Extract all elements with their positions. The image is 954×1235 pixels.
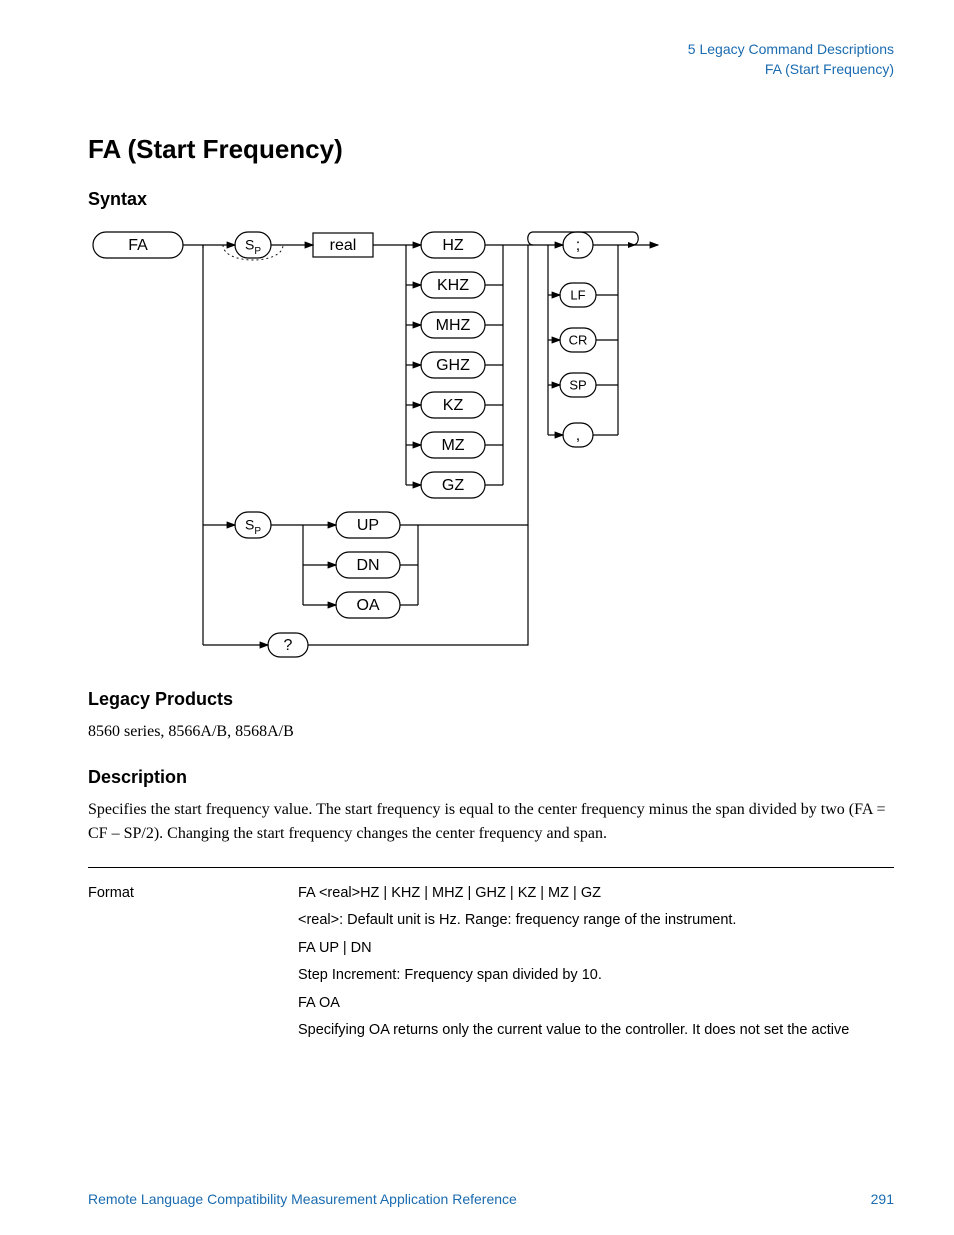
svg-text:FA: FA <box>128 237 148 254</box>
legacy-products-heading: Legacy Products <box>88 689 894 710</box>
svg-text:UP: UP <box>357 517 379 534</box>
svg-text:,: , <box>576 427 580 444</box>
svg-text:;: ; <box>576 237 580 254</box>
svg-text:SP: SP <box>569 378 586 393</box>
page-header: 5 Legacy Command Descriptions FA (Start … <box>88 40 894 79</box>
footer-page-number: 291 <box>871 1191 894 1207</box>
format-line: FA <real>HZ | KHZ | MHZ | GHZ | KZ | MZ … <box>298 880 894 908</box>
svg-text:GHZ: GHZ <box>436 357 470 374</box>
svg-text:GZ: GZ <box>442 477 464 494</box>
svg-text:OA: OA <box>356 597 379 614</box>
svg-text:HZ: HZ <box>442 237 464 254</box>
page-footer: Remote Language Compatibility Measuremen… <box>88 1191 894 1207</box>
description-body: Specifies the start frequency value. The… <box>88 798 894 844</box>
svg-text:real: real <box>330 237 357 254</box>
svg-text:DN: DN <box>356 557 379 574</box>
format-line: FA OA <box>298 990 894 1018</box>
format-line: Step Increment: Frequency span divided b… <box>298 962 894 990</box>
svg-text:KHZ: KHZ <box>437 277 469 294</box>
svg-text:MZ: MZ <box>441 437 464 454</box>
svg-text:LF: LF <box>570 288 585 303</box>
format-line: FA UP | DN <box>298 935 894 963</box>
format-label: Format <box>88 880 298 1045</box>
format-line: Specifying OA returns only the current v… <box>298 1017 894 1045</box>
format-line: <real>: Default unit is Hz. Range: frequ… <box>298 907 894 935</box>
description-heading: Description <box>88 767 894 788</box>
format-body: FA <real>HZ | KHZ | MHZ | GHZ | KZ | MZ … <box>298 880 894 1045</box>
svg-text:?: ? <box>284 637 293 654</box>
footer-doc-title: Remote Language Compatibility Measuremen… <box>88 1191 517 1207</box>
header-section: FA (Start Frequency) <box>88 60 894 80</box>
syntax-diagram: FASPrealHZKHZMHZGHZKZMZGZ;LFCRSP,SPUPDNO… <box>88 220 894 665</box>
svg-text:CR: CR <box>569 333 588 348</box>
page-title: FA (Start Frequency) <box>88 134 894 165</box>
svg-text:MHZ: MHZ <box>436 317 471 334</box>
format-table: Format FA <real>HZ | KHZ | MHZ | GHZ | K… <box>88 867 894 1045</box>
header-chapter: 5 Legacy Command Descriptions <box>88 40 894 60</box>
svg-text:KZ: KZ <box>443 397 464 414</box>
legacy-products-body: 8560 series, 8566A/B, 8568A/B <box>88 720 894 743</box>
syntax-heading: Syntax <box>88 189 894 210</box>
